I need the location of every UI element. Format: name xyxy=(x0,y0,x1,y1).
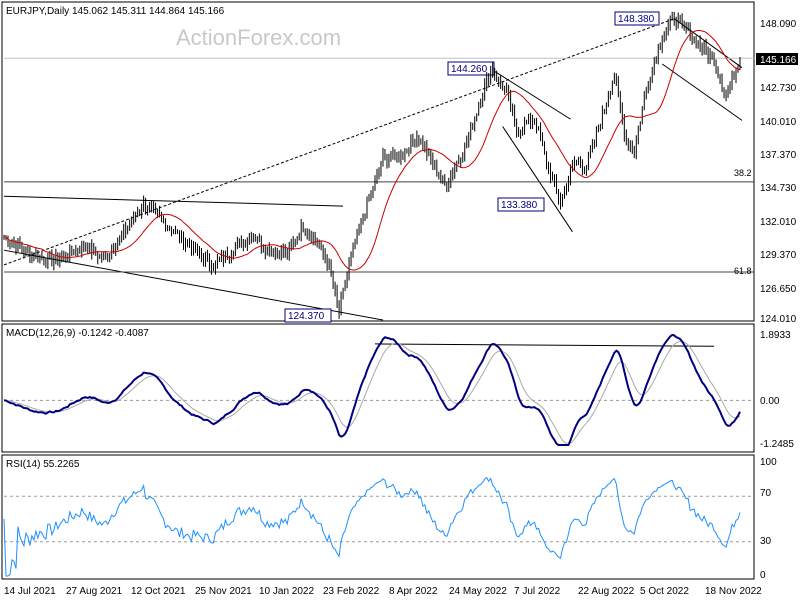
x-axis-label: 5 Oct 2022 xyxy=(640,586,689,597)
price-axis-label: 140.010 xyxy=(760,117,797,128)
annotation-box xyxy=(284,308,332,323)
current-price-label: 145.166 xyxy=(760,55,797,66)
annotation-low-133: 133.380 xyxy=(501,200,538,211)
down-channel-lower xyxy=(502,126,573,233)
x-axis-label: 7 Jul 2022 xyxy=(514,586,561,597)
annotation-low-124: 124.370 xyxy=(288,311,325,322)
price-axis-label: 132.010 xyxy=(760,217,797,228)
price-axis-label: 142.730 xyxy=(760,83,797,94)
rsi-line xyxy=(3,476,741,577)
rsi-axis-label: 0 xyxy=(760,570,766,581)
annotation-box xyxy=(447,61,495,76)
macd-zero-badge xyxy=(756,395,780,407)
price-axis-label: 134.730 xyxy=(760,183,797,194)
x-axis-label: 10 Jan 2022 xyxy=(259,586,314,597)
moving-average-line xyxy=(3,29,741,271)
down-channel-upper xyxy=(490,68,571,120)
recent-channel-upper xyxy=(673,18,743,69)
macd-resistance-line xyxy=(374,343,715,347)
fib-label-61: 61.8 xyxy=(734,266,752,276)
upper-channel-line xyxy=(3,195,344,207)
x-axis-label: 8 Apr 2022 xyxy=(389,586,438,597)
fib-label-38: 38.2 xyxy=(734,168,752,178)
x-axis-label: 12 Oct 2021 xyxy=(131,586,186,597)
macd-header: MACD(12,26,9) -0.1242 -0.4087 xyxy=(6,328,149,339)
price-axis-label: 129.370 xyxy=(760,250,797,261)
rsi-axis-label: 70 xyxy=(760,488,772,499)
macd-axis-label: 1.8933 xyxy=(760,330,791,341)
price-panel xyxy=(1,1,755,322)
macd-line xyxy=(3,333,741,446)
x-axis-label: 14 Jul 2021 xyxy=(4,586,56,597)
annotation-high-144: 144.260 xyxy=(451,64,488,75)
price-axis-label: 148.090 xyxy=(760,19,797,30)
rsi-panel xyxy=(1,454,755,580)
x-axis-label: 18 Nov 2022 xyxy=(705,586,762,597)
lower-channel-line xyxy=(3,249,384,321)
x-axis-label: 27 Aug 2021 xyxy=(66,586,123,597)
annotation-high-148: 148.380 xyxy=(618,14,655,25)
annotation-box xyxy=(497,197,545,212)
price-header: EURJPY,Daily 145.062 145.311 144.864 145… xyxy=(6,6,225,17)
macd-axis-label: 0.00 xyxy=(760,396,780,407)
annotation-box xyxy=(614,11,660,26)
x-axis-label: 24 May 2022 xyxy=(449,586,507,597)
price-axis-label: 126.650 xyxy=(760,284,797,295)
rsi-axis-label: 100 xyxy=(760,457,777,468)
rsi-axis-label: 30 xyxy=(760,536,772,547)
macd-axis-label: -1.2485 xyxy=(760,439,794,450)
x-axis-label: 23 Feb 2022 xyxy=(323,586,380,597)
macd-panel xyxy=(1,323,755,453)
watermark: ActionForex.com xyxy=(176,25,341,50)
macd-signal-line xyxy=(3,340,741,445)
recent-channel-lower xyxy=(661,63,743,121)
current-price-badge xyxy=(756,53,798,65)
price-axis-label: 137.370 xyxy=(760,150,797,161)
rsi-header: RSI(14) 55.2265 xyxy=(6,459,80,470)
long-term-trendline xyxy=(3,18,675,266)
x-axis-label: 22 Aug 2022 xyxy=(578,586,635,597)
price-axis-label: 124.010 xyxy=(760,314,797,325)
x-axis-label: 25 Nov 2021 xyxy=(195,586,252,597)
